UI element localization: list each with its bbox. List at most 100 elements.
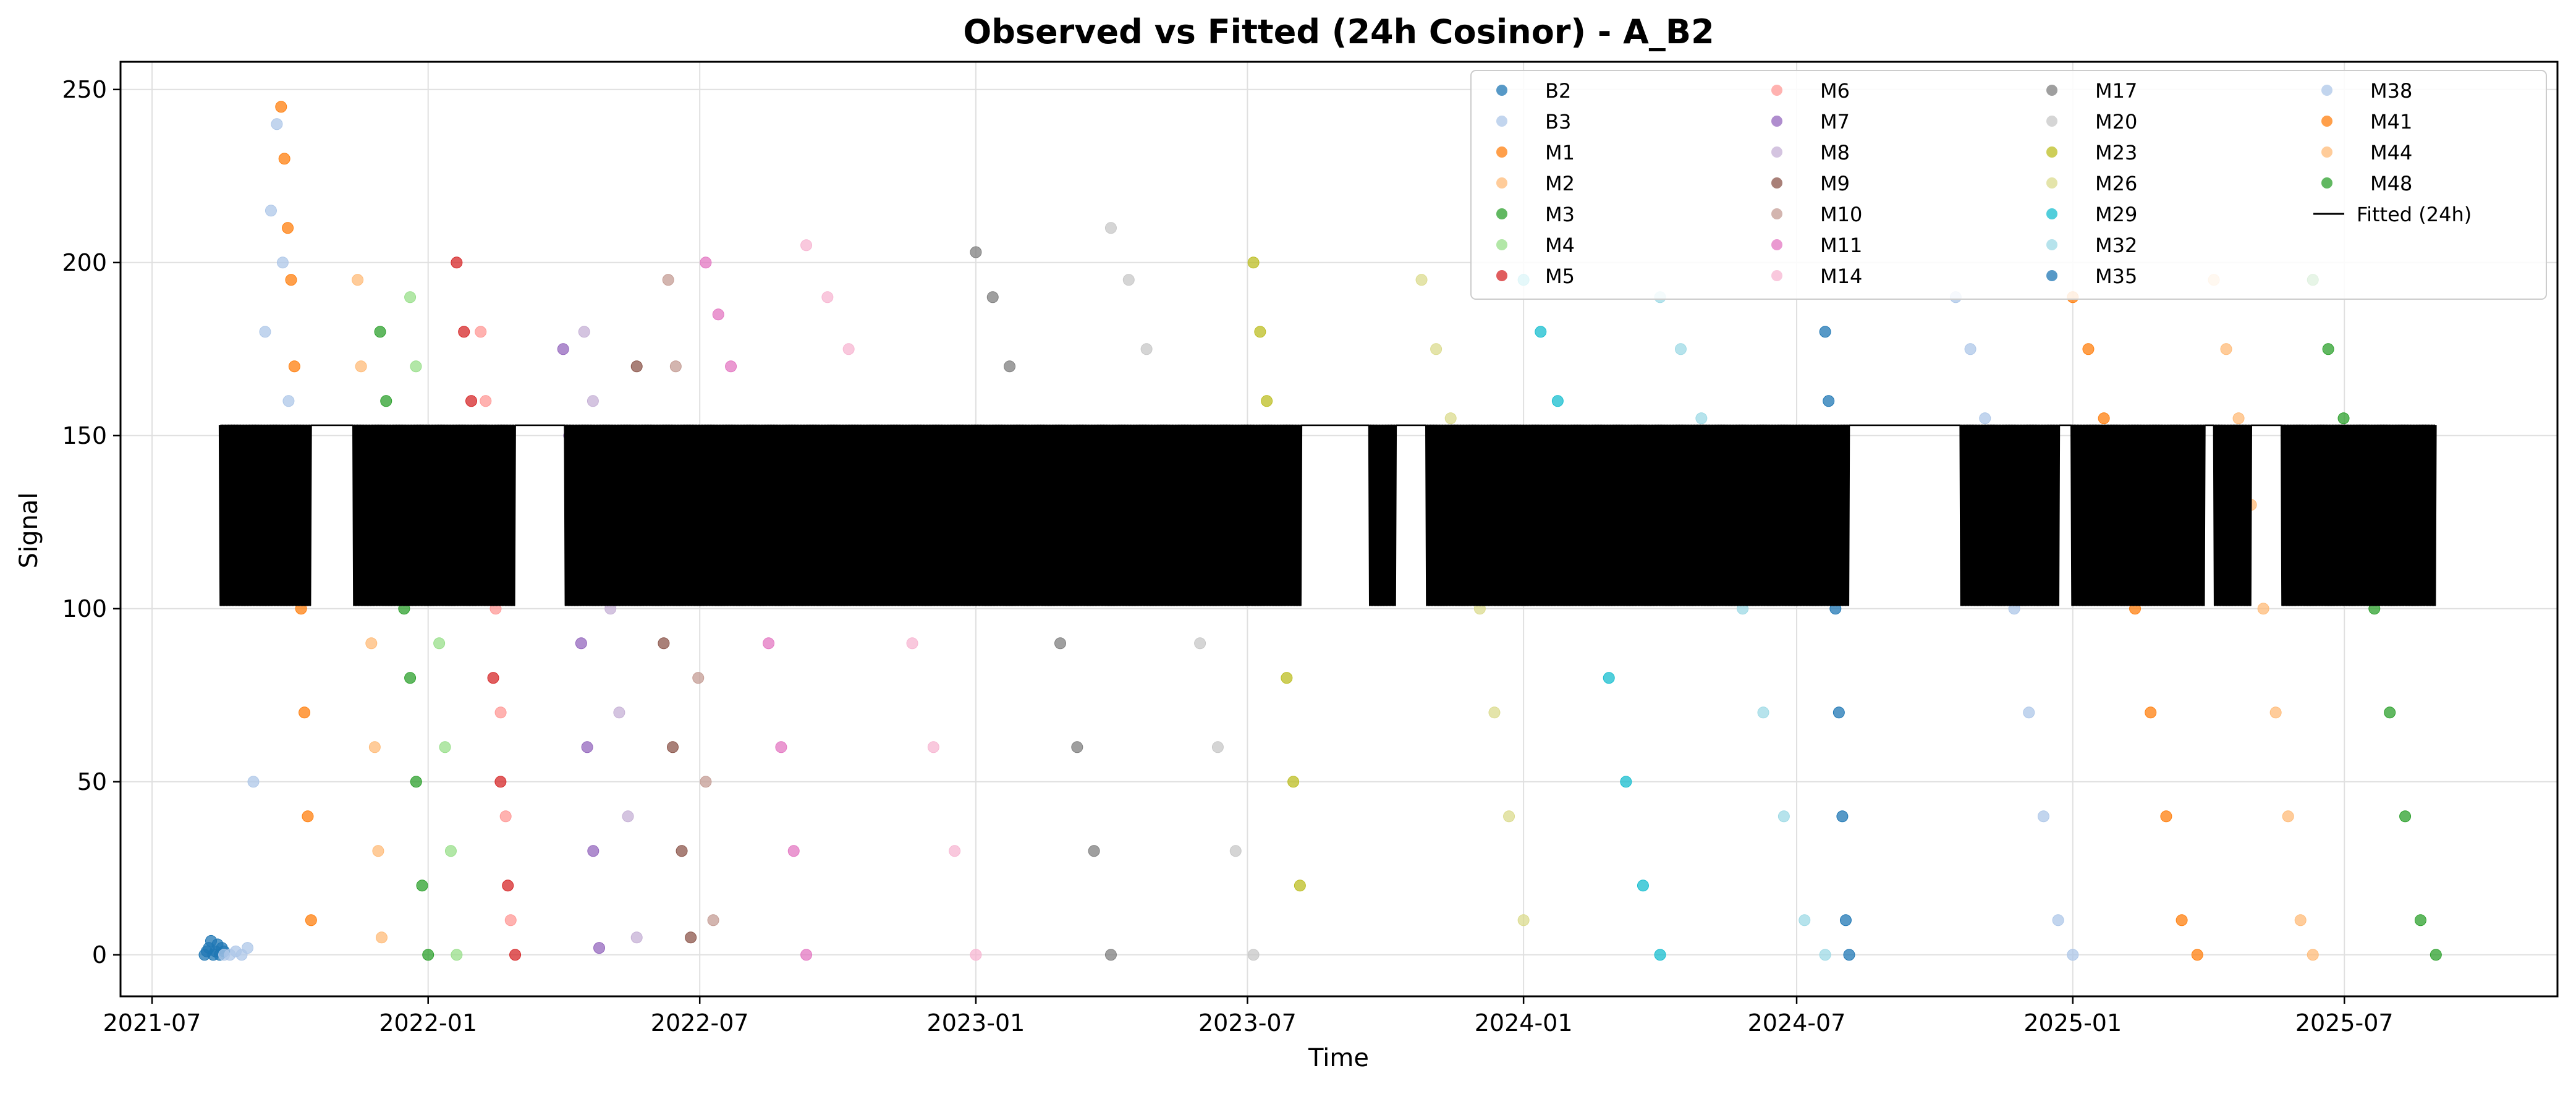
data-point — [465, 395, 478, 407]
data-point — [970, 949, 982, 961]
data-point — [404, 291, 417, 303]
data-point — [2384, 706, 2396, 719]
x-axis-ticks: 2021-07 2022-01 2022-07 2023-01 2023-07 2024-… — [103, 996, 2394, 1037]
data-point — [1247, 257, 1260, 269]
data-point — [906, 637, 918, 650]
data-point — [2176, 914, 2188, 927]
data-point — [927, 741, 939, 753]
data-point — [1535, 326, 1547, 338]
data-point — [1839, 914, 1852, 927]
data-point — [2322, 343, 2334, 355]
data-point — [1799, 914, 1811, 927]
fitted-curve — [218, 424, 2437, 606]
data-point — [247, 776, 260, 788]
legend-marker — [1771, 85, 1782, 96]
data-point — [2037, 810, 2049, 823]
legend-label: M17 — [2095, 79, 2137, 103]
data-point — [259, 326, 271, 338]
data-point — [2160, 810, 2172, 823]
data-point — [775, 741, 787, 753]
legend-marker — [1496, 208, 1507, 219]
data-point — [669, 360, 682, 373]
data-point — [1503, 810, 1515, 823]
y-tick-label: 200 — [62, 249, 107, 276]
data-point — [1211, 741, 1224, 753]
x-tick-label: 2023-01 — [927, 1009, 1025, 1037]
y-tick-label: 0 — [92, 941, 107, 969]
legend-label: M1 — [1545, 141, 1575, 164]
legend-item: M32 — [2046, 234, 2137, 257]
y-axis-label: Signal — [15, 493, 43, 569]
data-point — [299, 706, 311, 719]
legend-marker — [1496, 146, 1507, 158]
x-axis-label: Time — [1308, 1044, 1369, 1072]
data-point — [1104, 222, 1117, 234]
data-point — [2307, 949, 2319, 961]
data-point — [557, 343, 569, 355]
x-tick-label: 2021-07 — [103, 1009, 201, 1037]
y-axis-ticks: 0 50 100 150 200 250 — [62, 76, 121, 969]
data-point — [949, 845, 961, 857]
data-point — [581, 741, 593, 753]
data-point — [241, 942, 253, 954]
legend-label: M20 — [2095, 110, 2137, 134]
data-point — [700, 776, 712, 788]
legend-item: B2 — [1496, 79, 1571, 103]
legend-marker — [2046, 208, 2057, 219]
data-point — [355, 360, 367, 373]
data-point — [1819, 326, 1831, 338]
legend-label: M3 — [1545, 203, 1575, 226]
data-point — [1674, 343, 1687, 355]
legend-label: M48 — [2370, 172, 2412, 195]
data-point — [1823, 395, 1835, 407]
data-point — [275, 101, 287, 113]
legend-item: M5 — [1496, 265, 1575, 288]
data-point — [692, 672, 705, 684]
legend-label: B2 — [1545, 79, 1571, 103]
data-point — [487, 672, 499, 684]
legend-marker — [2321, 177, 2332, 189]
legend-marker — [2046, 177, 2057, 189]
data-point — [374, 326, 386, 338]
data-point — [700, 257, 712, 269]
legend: B2 B3 M1 M2 M3 M4 M5 M6 M7 M8 M9 M10 M11 M14 M17 M20 M23… — [1470, 70, 2547, 300]
data-point — [271, 118, 283, 130]
data-point — [593, 942, 606, 954]
legend-item: M2 — [1496, 172, 1575, 195]
legend-item: M41 — [2321, 110, 2412, 134]
data-point — [2067, 949, 2079, 961]
legend-label: M26 — [2095, 172, 2137, 195]
data-point — [2269, 706, 2282, 719]
data-point — [1140, 343, 1153, 355]
series-M41 — [2067, 291, 2203, 961]
data-point — [2282, 810, 2294, 823]
data-point — [1071, 741, 1083, 753]
legend-marker — [1771, 270, 1782, 281]
legend-label: M4 — [1545, 234, 1575, 257]
legend-item: M35 — [2046, 265, 2137, 288]
series-B3 — [218, 118, 295, 961]
chart-title: Observed vs Fitted (24h Cosinor) - A_B2 — [963, 12, 1714, 51]
legend-marker — [1496, 85, 1507, 96]
data-point — [2414, 914, 2426, 927]
series-M35 — [1819, 326, 1855, 961]
series-B2 — [198, 935, 231, 961]
legend-item: M20 — [2046, 110, 2137, 134]
legend-label: M6 — [1820, 79, 1850, 103]
data-point — [502, 880, 514, 892]
data-point — [1637, 880, 1649, 892]
legend-label: M44 — [2370, 141, 2412, 164]
data-point — [1777, 810, 1790, 823]
data-point — [630, 360, 643, 373]
legend-item: M7 — [1771, 110, 1850, 134]
x-tick-label: 2024-01 — [1475, 1009, 1573, 1037]
data-point — [787, 845, 800, 857]
data-point — [800, 949, 813, 961]
data-point — [451, 949, 463, 961]
data-point — [622, 810, 634, 823]
data-point — [265, 205, 277, 217]
legend-item: M6 — [1771, 79, 1850, 103]
data-point — [970, 246, 982, 258]
legend-label: M5 — [1545, 265, 1575, 288]
data-point — [422, 949, 434, 961]
